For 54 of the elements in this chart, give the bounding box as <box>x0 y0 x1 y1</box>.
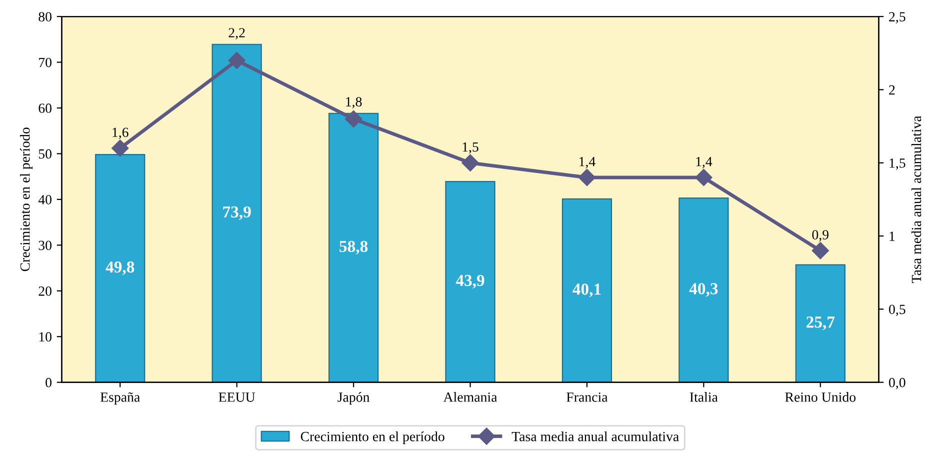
data-label: 1,4 <box>580 157 596 168</box>
data-label: 1,6 <box>112 128 128 140</box>
data-label: 0,9 <box>812 230 829 242</box>
y2-tick-label: 2,5 <box>889 12 906 24</box>
point <box>812 242 829 260</box>
y2-tick-label: 2 <box>889 85 895 94</box>
data-label: 1,8 <box>346 97 362 108</box>
point <box>344 110 362 128</box>
bar <box>212 44 262 382</box>
point <box>578 168 596 186</box>
x-tick-label: España <box>100 392 140 405</box>
bar <box>562 198 612 382</box>
x-tick-label: Alemania <box>443 392 498 402</box>
x-tick-label: Francia <box>566 392 608 402</box>
data-label: 58,8 <box>340 240 368 254</box>
point <box>228 52 246 69</box>
bar <box>445 181 496 382</box>
data-label: 2,2 <box>228 28 245 40</box>
y2-tick-label: 0,5 <box>889 304 906 316</box>
data-label: 49,8 <box>106 261 134 276</box>
y2-axis-title: Tasa media anual acumulativa <box>911 116 922 283</box>
y-tick-label: 20 <box>38 286 52 296</box>
y-tick-label: 50 <box>38 149 52 159</box>
data-label: 73,9 <box>223 206 251 220</box>
y-tick-label: 0 <box>46 378 52 388</box>
x-tick-label: Japón <box>338 392 370 405</box>
data-label: 40,1 <box>572 284 601 298</box>
data-label: 43,9 <box>456 274 484 289</box>
data-label: 1,4 <box>696 157 712 168</box>
y-tick-label: 30 <box>38 240 52 250</box>
legend-label: Crecimiento en el período <box>300 431 444 444</box>
y-tick-label: 40 <box>38 195 52 204</box>
point <box>462 154 479 172</box>
data-label: 25,7 <box>806 316 835 330</box>
data-label: 1,5 <box>462 142 478 154</box>
y-tick-label: 80 <box>38 12 52 22</box>
y-tick-label: 60 <box>38 104 52 113</box>
y-tick-label: 70 <box>39 58 52 68</box>
y-tick-label: 10 <box>39 332 52 342</box>
bar <box>328 112 379 382</box>
x-tick-label: Italia <box>690 392 718 402</box>
y2-tick-label: 0,0 <box>889 378 906 390</box>
data-label: 40,3 <box>689 283 718 297</box>
point <box>112 140 129 157</box>
point <box>695 168 712 186</box>
bar <box>795 264 846 382</box>
x-tick-label: EEUU <box>218 392 256 402</box>
y2-tick-label: 1 <box>890 232 895 241</box>
y-axis-title: Crecimiento en el período <box>20 128 33 272</box>
y2-tick-label: 1,5 <box>890 158 906 170</box>
x-tick-label: Reino Unido <box>785 392 856 402</box>
bar <box>678 197 729 382</box>
legend-label: Tasa media anual acumulativa <box>512 431 679 442</box>
bar <box>95 154 146 382</box>
